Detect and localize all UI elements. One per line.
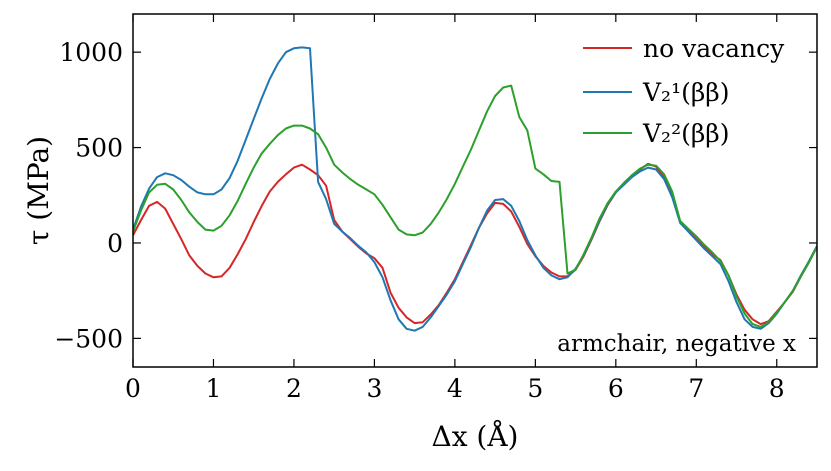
- legend-label: no vacancy: [643, 34, 785, 63]
- legend-label: V₂¹(ββ): [642, 78, 730, 107]
- x-axis-label: Δx (Å): [432, 420, 519, 453]
- legend: no vacancy V₂¹(ββ) V₂²(ββ): [583, 34, 785, 148]
- x-tick-label: 3: [366, 374, 382, 403]
- series-line-2: [133, 46, 817, 332]
- y-tick-label: −500: [54, 324, 123, 353]
- series-line-3: [133, 84, 817, 328]
- annotation-label: armchair, negative x: [557, 331, 796, 357]
- y-tick-label: 0: [107, 229, 123, 258]
- series-line-1: [133, 162, 817, 326]
- x-tick-label: 6: [608, 374, 624, 403]
- series-layer: [133, 46, 817, 332]
- x-tick-label: 8: [769, 374, 785, 403]
- y-tick-label: 500: [75, 134, 123, 163]
- legend-label: V₂²(ββ): [642, 119, 730, 148]
- x-tick-label: 5: [527, 374, 543, 403]
- x-tick-label: 1: [206, 374, 222, 403]
- plot-frame: [132, 13, 818, 368]
- y-tick-label: 1000: [59, 38, 123, 67]
- x-tick-label: 0: [125, 374, 141, 403]
- x-tick-label: 2: [286, 374, 302, 403]
- x-tick-label: 4: [447, 374, 463, 403]
- y-axis-label: τ (MPa): [22, 136, 55, 245]
- x-tick-label: 7: [688, 374, 704, 403]
